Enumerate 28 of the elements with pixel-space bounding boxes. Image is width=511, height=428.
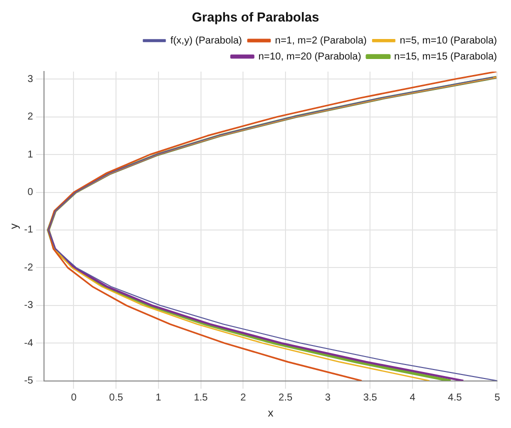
chart-title: Graphs of Parabolas	[192, 9, 320, 24]
y-tick-label: -5	[24, 376, 34, 387]
x-tick-label: 0.5	[109, 392, 124, 404]
y-tick-label: 2	[28, 112, 34, 123]
legend-label: n=5, m=10 (Parabola)	[400, 35, 497, 46]
y-tick-label: -2	[24, 262, 34, 274]
x-tick-label: 1.5	[194, 392, 208, 404]
legend-label: n=10, m=20 (Parabola)	[258, 51, 362, 62]
y-tick-label: 3	[28, 74, 34, 85]
y-tick-label: -3	[24, 300, 34, 312]
legend-label: n=15, m=15 (Parabola)	[394, 51, 497, 62]
y-axis-title: y	[8, 222, 21, 229]
x-axis-title: x	[268, 407, 274, 420]
x-tick-label: 2	[240, 392, 246, 404]
x-tick-label: 2.5	[278, 392, 293, 404]
x-tick-label: 3.5	[363, 392, 378, 404]
x-tick-label: 4.5	[448, 392, 462, 404]
legend-label: n=1, m=2 (Parabola)	[275, 35, 367, 46]
x-tick-label: 1	[156, 392, 162, 404]
x-tick-label: 3	[325, 392, 332, 404]
y-tick-label: -1	[24, 224, 34, 236]
legend-label: f(x,y) (Parabola)	[170, 35, 242, 46]
y-tick-label: 1	[28, 149, 34, 160]
x-tick-label: 5	[494, 392, 500, 404]
y-tick-label: -4	[24, 338, 34, 349]
x-tick-label: 4	[410, 392, 416, 404]
x-tick-label: 0	[70, 392, 77, 404]
y-tick-label: 0	[28, 187, 34, 198]
